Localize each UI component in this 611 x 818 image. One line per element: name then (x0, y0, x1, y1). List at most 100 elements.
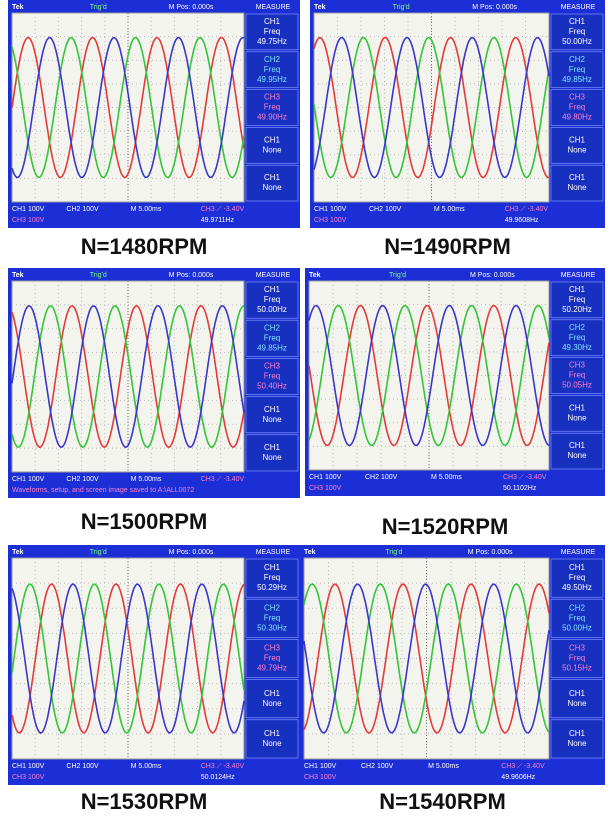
footer-text: CH2 100V (66, 476, 99, 483)
measure-text: 49.90Hz (257, 113, 287, 122)
measure-text: CH3 (264, 362, 281, 371)
footer-text: CH3 ⟋ -3.40V (201, 475, 245, 483)
footer-text: Waveforms, setup, and screen image saved… (12, 487, 194, 494)
footer-text: CH3 ⟋ -3.40V (503, 473, 547, 481)
measure-text: Freq (569, 573, 585, 582)
footer-text: M 5.00ms (428, 763, 459, 770)
measure-text: 49.30Hz (562, 343, 592, 352)
measure-text: None (567, 413, 587, 422)
measure-text: 49.50Hz (562, 583, 592, 592)
measure-text: CH1 (569, 173, 586, 182)
measure-text: CH2 (569, 323, 586, 332)
measure-text: CH1 (264, 405, 281, 414)
header-text: Tek (12, 272, 24, 279)
header-text: Tek (12, 549, 24, 556)
measure-text: CH2 (569, 55, 586, 64)
measure-text: 50.00Hz (562, 623, 592, 632)
measure-text: CH2 (569, 603, 586, 612)
measure-text: CH1 (569, 689, 586, 698)
caption: N=1520RPM (382, 514, 509, 540)
header-text: MEASURE (256, 272, 291, 279)
footer-text: CH1 100V (12, 476, 45, 483)
measure-text: CH2 (264, 603, 281, 612)
footer-text: CH2 100V (369, 206, 402, 213)
measure-text: None (567, 183, 587, 192)
measure-text: 49.85Hz (562, 75, 592, 84)
header-text: Trig'd (90, 4, 107, 11)
footer-text: CH3 ⟋ -3.40V (201, 205, 245, 213)
measure-text: CH3 (569, 93, 586, 102)
measure-text: Freq (264, 333, 280, 342)
measure-text: 49.85Hz (257, 343, 287, 352)
footer-text: 50.0124Hz (201, 774, 235, 781)
measure-text: CH1 (569, 17, 586, 26)
header-text: M Pos: 0.000s (468, 549, 513, 556)
header-text: M Pos: 0.000s (169, 4, 214, 11)
measure-text: CH1 (264, 17, 281, 26)
measure-text: 49.75Hz (257, 37, 287, 46)
measure-text: 49.95Hz (257, 75, 287, 84)
header-text: Trig'd (90, 272, 107, 279)
measure-text: Freq (569, 295, 585, 304)
caption: N=1530RPM (81, 789, 208, 815)
footer-text: CH1 100V (12, 763, 45, 770)
measure-text: CH1 (569, 729, 586, 738)
footer-text: CH3 ⟋ -3.40V (505, 205, 549, 213)
caption: N=1540RPM (379, 789, 506, 815)
measure-text: 49.80Hz (562, 113, 592, 122)
measure-text: None (262, 145, 282, 154)
measure-text: Freq (264, 65, 280, 74)
caption: N=1490RPM (384, 234, 511, 260)
measure-text: Freq (569, 371, 585, 380)
footer-text: 49.9608Hz (505, 217, 539, 224)
measure-text: CH2 (264, 323, 281, 332)
footer-text: CH3 100V (304, 774, 337, 781)
header-text: Trig'd (90, 549, 107, 556)
measure-text: None (567, 451, 587, 460)
measure-text: None (262, 183, 282, 192)
footer-text: M 5.00ms (434, 206, 465, 213)
measure-text: 50.30Hz (257, 623, 287, 632)
header-text: Trig'd (385, 549, 402, 556)
header-text: MEASURE (256, 549, 291, 556)
measure-text: CH3 (569, 361, 586, 370)
measure-text: Freq (264, 27, 280, 36)
measure-text: 50.00Hz (562, 37, 592, 46)
footer-text: CH3 100V (309, 485, 342, 492)
measure-text: Freq (569, 654, 585, 663)
footer-text: CH3 ⟋ -3.40V (501, 762, 545, 770)
measure-text: Freq (569, 103, 585, 112)
footer-text: 49.9606Hz (501, 774, 535, 781)
header-text: MEASURE (561, 272, 596, 279)
measure-text: Freq (264, 573, 280, 582)
measure-text: CH1 (264, 135, 281, 144)
measure-text: CH1 (569, 285, 586, 294)
measure-text: CH3 (264, 644, 281, 653)
figure: TekTrig'dM Pos: 0.000sMEASURECH1Freq49.7… (0, 0, 611, 818)
footer-text: CH3 100V (12, 217, 45, 224)
footer-text: CH1 100V (12, 206, 45, 213)
measure-text: Freq (264, 372, 280, 381)
header-text: Tek (304, 549, 316, 556)
measure-text: None (262, 739, 282, 748)
measure-text: None (262, 415, 282, 424)
measure-text: CH1 (264, 729, 281, 738)
measure-text: CH1 (264, 443, 281, 452)
measure-text: None (567, 739, 587, 748)
measure-text: None (262, 699, 282, 708)
measure-text: None (567, 145, 587, 154)
measure-text: CH1 (264, 689, 281, 698)
measure-text: CH3 (264, 93, 281, 102)
measure-text: Freq (569, 27, 585, 36)
measure-text: CH1 (569, 403, 586, 412)
header-text: Tek (12, 4, 24, 11)
header-text: Trig'd (393, 4, 410, 11)
footer-text: CH1 100V (314, 206, 347, 213)
footer-text: M 5.00ms (131, 476, 162, 483)
measure-text: CH1 (264, 563, 281, 572)
measure-text: Freq (264, 103, 280, 112)
scope-screen: TekTrig'dM Pos: 0.000sMEASURECH1Freq50.0… (8, 268, 300, 498)
